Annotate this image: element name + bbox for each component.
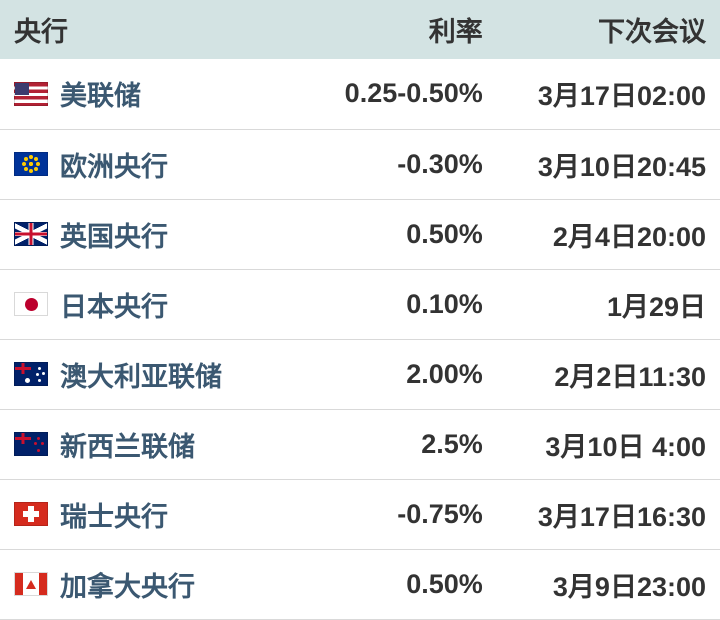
bank-cell[interactable]: 日本央行 [0,269,302,339]
meeting-cell: 3月9日23:00 [497,549,720,619]
table-row: 瑞士央行 -0.75%3月17日16:30 [0,479,720,549]
bank-name: 澳大利亚联储 [60,362,222,392]
uk-flag-icon [14,222,48,246]
meeting-cell: 3月10日20:45 [497,129,720,199]
eu-flag-icon [14,152,48,176]
rate-cell: 0.10% [302,269,496,339]
bank-cell[interactable]: 澳大利亚联储 [0,339,302,409]
au-flag-icon [14,362,48,386]
table-row: 美联储 0.25-0.50%3月17日02:00 [0,59,720,129]
meeting-cell: 3月17日02:00 [497,59,720,129]
bank-name: 欧洲央行 [60,152,168,182]
bank-cell[interactable]: 瑞士央行 [0,479,302,549]
bank-cell[interactable]: 美联储 [0,59,302,129]
meeting-cell: 3月10日 4:00 [497,409,720,479]
table-row: 日本央行 0.10%1月29日 [0,269,720,339]
bank-name: 加拿大央行 [60,572,195,602]
bank-cell[interactable]: 英国央行 [0,199,302,269]
rate-cell: 0.50% [302,549,496,619]
bank-cell[interactable]: 加拿大央行 [0,549,302,619]
jp-flag-icon [14,292,48,316]
table-row: 欧洲央行 -0.30%3月10日20:45 [0,129,720,199]
bank-name: 瑞士央行 [60,502,168,532]
rate-cell: -0.75% [302,479,496,549]
table-row: 澳大利亚联储 2.00%2月2日11:30 [0,339,720,409]
table-row: 英国央行 0.50%2月4日20:00 [0,199,720,269]
rate-cell: 0.25-0.50% [302,59,496,129]
col-header-bank: 央行 [0,0,302,59]
table-row: 加拿大央行 0.50%3月9日23:00 [0,549,720,619]
bank-name: 美联储 [60,81,141,111]
meeting-cell: 3月17日16:30 [497,479,720,549]
col-header-rate: 利率 [302,0,496,59]
rate-cell: -0.30% [302,129,496,199]
meeting-cell: 2月2日11:30 [497,339,720,409]
rate-cell: 0.50% [302,199,496,269]
ca-flag-icon [14,572,48,596]
rate-cell: 2.00% [302,339,496,409]
ch-flag-icon [14,502,48,526]
meeting-cell: 1月29日 [497,269,720,339]
bank-cell[interactable]: 新西兰联储 [0,409,302,479]
bank-cell[interactable]: 欧洲央行 [0,129,302,199]
us-flag-icon [14,82,48,106]
col-header-meeting: 下次会议 [497,0,720,59]
rate-cell: 2.5% [302,409,496,479]
table-header-row: 央行 利率 下次会议 [0,0,720,59]
meeting-cell: 2月4日20:00 [497,199,720,269]
bank-name: 新西兰联储 [60,432,195,462]
nz-flag-icon [14,432,48,456]
central-banks-table: 央行 利率 下次会议 美联储 0.25-0.50%3月17日02:00 欧洲央行 -0… [0,0,720,620]
bank-name: 日本央行 [60,292,168,322]
table-row: 新西兰联储 2.5%3月10日 4:00 [0,409,720,479]
bank-name: 英国央行 [60,222,168,252]
